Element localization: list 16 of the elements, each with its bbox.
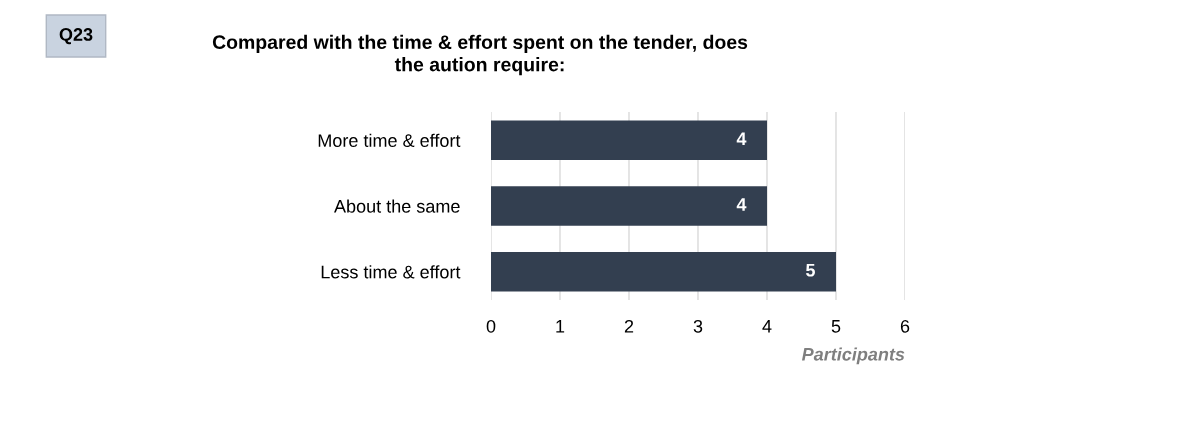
x-tick-label: 3 (693, 319, 703, 333)
chart-title: Compared with the time & effort spent on the tender, does the aution require: (212, 34, 748, 76)
data-label: 5 (806, 263, 815, 277)
y-tick-label: More time & effort (318, 133, 461, 147)
data-label: 4 (736, 198, 747, 211)
x-tick-label: 1 (556, 320, 565, 333)
text: Q23 (59, 28, 93, 45)
x-tick-label: 6 (900, 319, 910, 333)
x-tick-label: 0 (486, 319, 496, 333)
x-tick-label: 2 (624, 319, 634, 333)
x-tick-label: 4 (762, 320, 772, 333)
y-tick-label: About the same (334, 199, 460, 213)
data-label: 4 (736, 132, 747, 145)
y-tick-label: Less time & effort (321, 265, 461, 279)
x-tick-label: 5 (831, 320, 841, 333)
x-axis-title: Participants (801, 347, 905, 365)
